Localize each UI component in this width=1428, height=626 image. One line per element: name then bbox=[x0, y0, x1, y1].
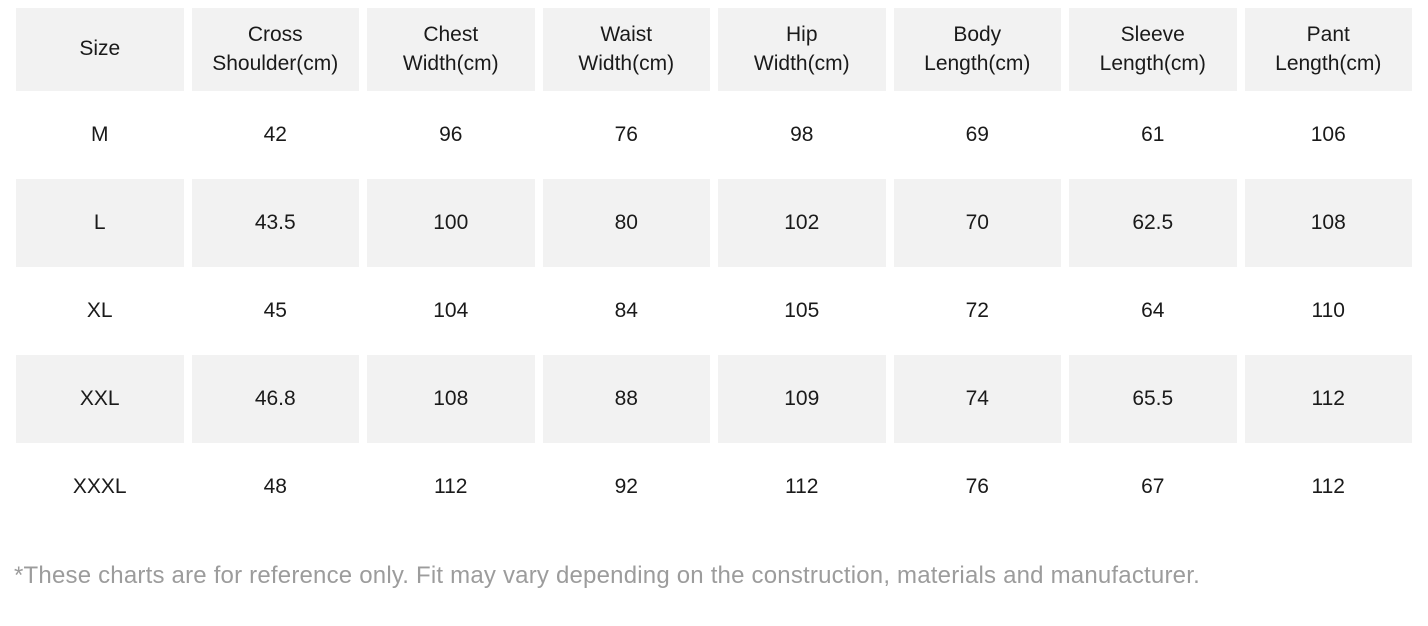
measurement-cell: 42 bbox=[263, 122, 287, 146]
measurement-cell: 74 bbox=[893, 355, 1061, 443]
size-label: M bbox=[91, 122, 109, 146]
size-label: XL bbox=[86, 298, 113, 322]
measurement-cell: 106 bbox=[1310, 122, 1346, 146]
size-label: XXXL bbox=[72, 474, 127, 498]
column-header-cross-shoulder: Cross Shoulder(cm) bbox=[191, 8, 359, 91]
table-row-xl: XL 45 104 84 105 72 64 110 bbox=[16, 267, 1412, 355]
measurement-cell: 46.8 bbox=[191, 355, 359, 443]
column-header-sleeve-length: Sleeve Length(cm) bbox=[1069, 8, 1237, 91]
measurement-cell: 62.5 bbox=[1069, 179, 1237, 267]
measurement-cell: 100 bbox=[367, 179, 535, 267]
measurement-cell: 105 bbox=[784, 298, 820, 322]
measurement-cell: 112 bbox=[785, 474, 819, 498]
measurement-cell: 43.5 bbox=[191, 179, 359, 267]
measurement-cell: 108 bbox=[1244, 179, 1412, 267]
table-row-xxl: XXL 46.8 108 88 109 74 65.5 112 bbox=[16, 355, 1412, 443]
measurement-cell: 112 bbox=[1244, 355, 1412, 443]
column-header-chest-width: Chest Width(cm) bbox=[367, 8, 535, 91]
header-row: Size Cross Shoulder(cm) Chest Width(cm) … bbox=[16, 8, 1412, 91]
size-label: XXL bbox=[16, 355, 184, 443]
measurement-cell: 109 bbox=[718, 355, 886, 443]
table-row-xxxl: XXXL 48 112 92 112 76 67 112 bbox=[16, 443, 1412, 531]
size-chart-header: Size Cross Shoulder(cm) Chest Width(cm) … bbox=[16, 8, 1412, 91]
column-header-body-length: Body Length(cm) bbox=[893, 8, 1061, 91]
measurement-cell: 76 bbox=[965, 474, 989, 498]
measurement-cell: 45 bbox=[263, 298, 287, 322]
column-header-pant-length: Pant Length(cm) bbox=[1244, 8, 1412, 91]
measurement-cell: 112 bbox=[1311, 474, 1345, 498]
measurement-cell: 70 bbox=[893, 179, 1061, 267]
measurement-cell: 96 bbox=[439, 122, 463, 146]
column-header-waist-width: Waist Width(cm) bbox=[542, 8, 710, 91]
measurement-cell: 84 bbox=[614, 298, 638, 322]
table-row-l: L 43.5 100 80 102 70 62.5 108 bbox=[16, 179, 1412, 267]
measurement-cell: 92 bbox=[614, 474, 638, 498]
measurement-cell: 88 bbox=[542, 355, 710, 443]
size-chart-body: M 42 96 76 98 69 61 106 L 43.5 100 80 10… bbox=[16, 91, 1412, 531]
size-label: L bbox=[16, 179, 184, 267]
table-row-m: M 42 96 76 98 69 61 106 bbox=[16, 91, 1412, 179]
measurement-cell: 67 bbox=[1141, 474, 1165, 498]
measurement-cell: 65.5 bbox=[1069, 355, 1237, 443]
measurement-cell: 76 bbox=[614, 122, 638, 146]
measurement-cell: 80 bbox=[542, 179, 710, 267]
measurement-cell: 72 bbox=[965, 298, 989, 322]
column-header-size: Size bbox=[16, 8, 184, 91]
measurement-cell: 69 bbox=[965, 122, 989, 146]
measurement-cell: 108 bbox=[367, 355, 535, 443]
measurement-cell: 48 bbox=[263, 474, 287, 498]
measurement-cell: 61 bbox=[1141, 122, 1165, 146]
measurement-cell: 102 bbox=[718, 179, 886, 267]
disclaimer-text: *These charts are for reference only. Fi… bbox=[14, 562, 1200, 589]
measurement-cell: 104 bbox=[433, 298, 469, 322]
measurement-cell: 98 bbox=[790, 122, 814, 146]
measurement-cell: 112 bbox=[434, 474, 468, 498]
measurement-cell: 64 bbox=[1141, 298, 1165, 322]
column-header-hip-width: Hip Width(cm) bbox=[718, 8, 886, 91]
measurement-cell: 110 bbox=[1311, 298, 1345, 322]
size-chart-table: Size Cross Shoulder(cm) Chest Width(cm) … bbox=[8, 8, 1420, 531]
